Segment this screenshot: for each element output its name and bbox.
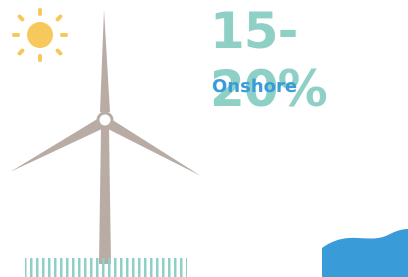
grass (25, 258, 187, 277)
label: Onshore (212, 76, 297, 97)
sun (12, 8, 68, 62)
infographic: 15-20% Onshore (0, 0, 408, 277)
water-wave (322, 229, 408, 277)
headline: 15-20% (210, 2, 408, 118)
wind-turbine (10, 10, 201, 264)
